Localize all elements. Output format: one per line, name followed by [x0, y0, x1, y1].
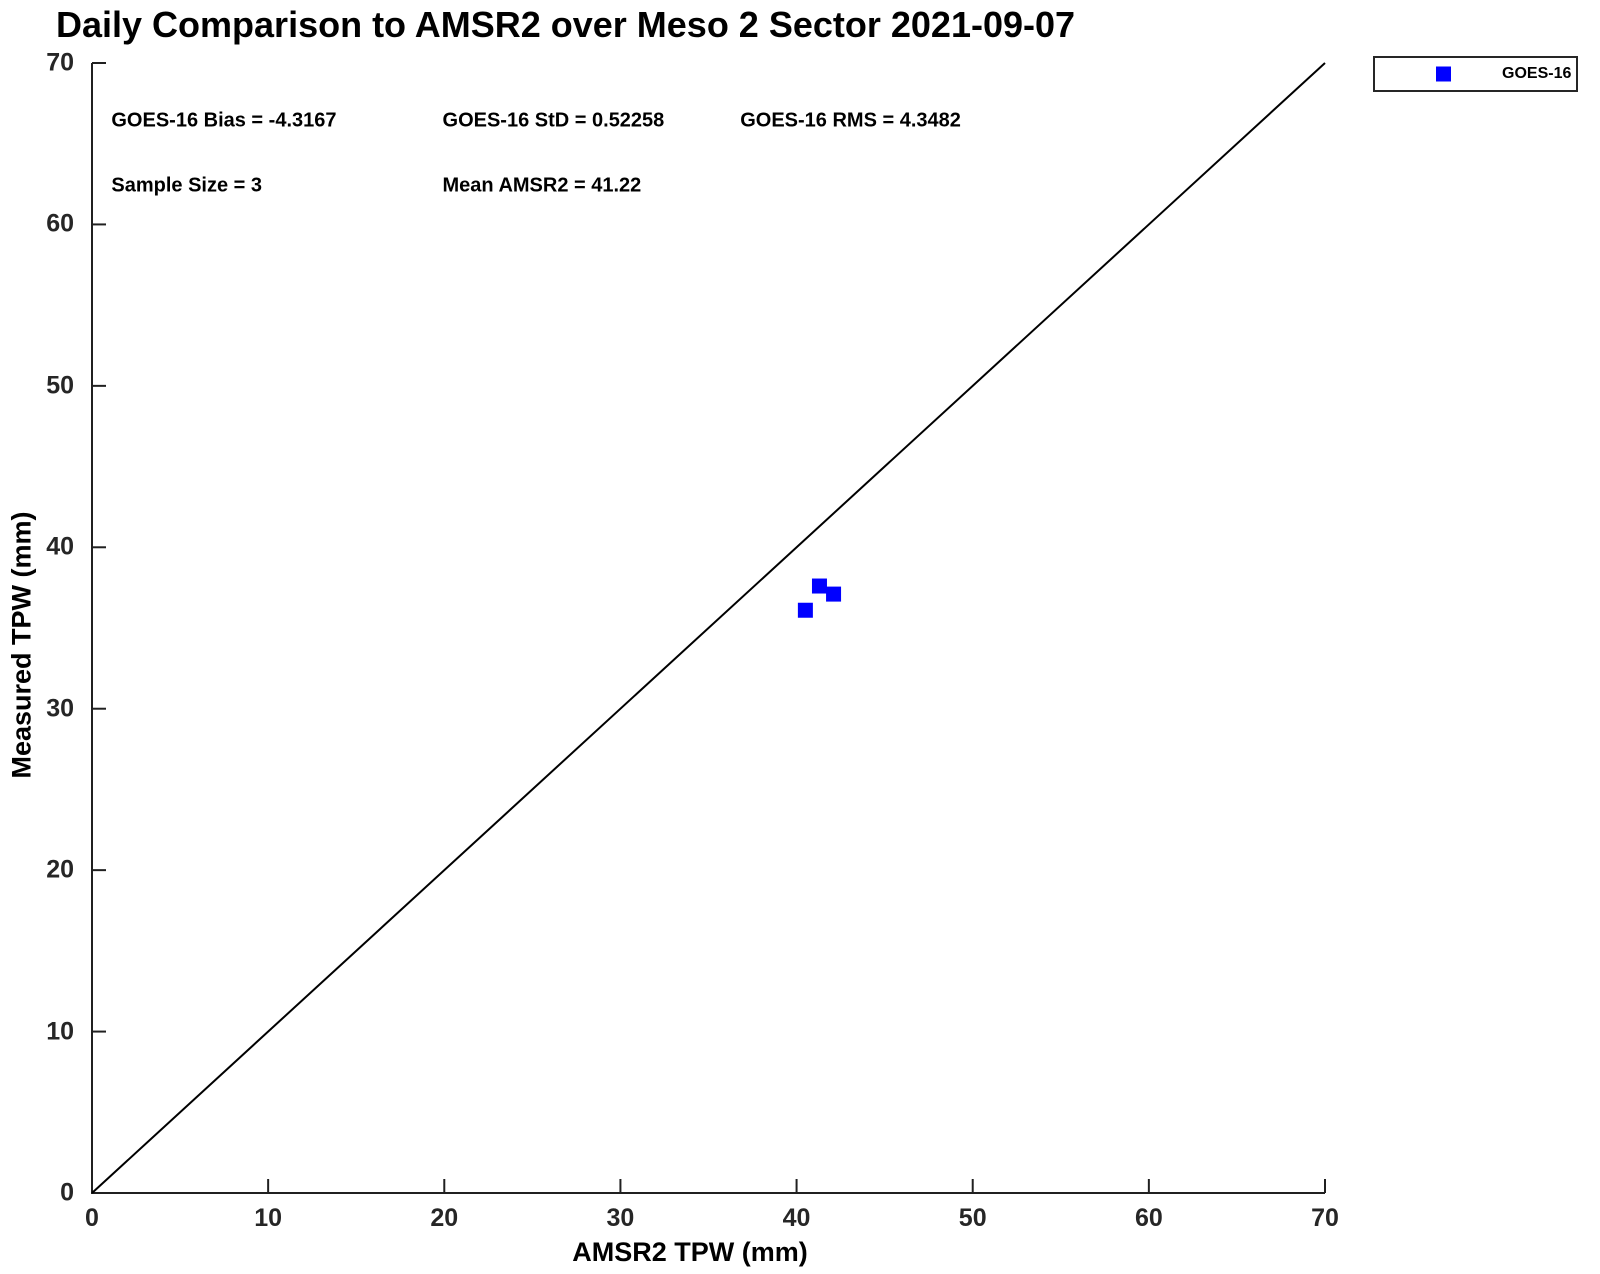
x-tick-label: 40	[782, 1204, 811, 1232]
x-tick-label: 20	[430, 1204, 459, 1232]
y-tick-label: 0	[60, 1178, 74, 1207]
identity-line	[91, 62, 1326, 1194]
x-tick-label: 50	[958, 1204, 987, 1232]
stat-annotation: GOES-16 RMS = 4.3482	[740, 109, 961, 132]
legend-marker-square-icon	[1436, 66, 1451, 82]
x-tick-label: 0	[85, 1204, 99, 1232]
data-point-goes-16	[826, 586, 842, 602]
y-tick-label: 60	[46, 209, 74, 238]
y-tick-label: 40	[46, 532, 74, 561]
legend-label: GOES-16	[1502, 65, 1572, 82]
x-tick-label: 10	[254, 1204, 283, 1232]
y-tick-label: 20	[46, 855, 74, 884]
x-tick-label: 30	[606, 1204, 635, 1232]
y-tick-label: 10	[46, 1017, 74, 1046]
stat-annotation: GOES-16 StD = 0.52258	[442, 109, 665, 132]
x-tick-label: 60	[1134, 1204, 1163, 1232]
stat-annotation: Mean AMSR2 = 41.22	[442, 174, 642, 197]
stat-annotation: GOES-16 Bias = -4.3167	[111, 109, 337, 132]
chart-title: Daily Comparison to AMSR2 over Meso 2 Se…	[56, 4, 1076, 45]
y-axis-label: Measured TPW (mm)	[6, 511, 37, 779]
x-tick-label: 70	[1311, 1204, 1339, 1232]
x-axis-label: AMSR2 TPW (mm)	[572, 1237, 808, 1267]
y-tick-label: 70	[46, 48, 74, 77]
y-tick-label: 30	[46, 694, 74, 723]
legend: GOES-16	[1373, 56, 1578, 92]
data-point-goes-16	[811, 578, 827, 594]
stat-annotation: Sample Size = 3	[111, 174, 263, 197]
y-tick-label: 50	[46, 371, 74, 400]
data-point-goes-16	[797, 602, 813, 618]
